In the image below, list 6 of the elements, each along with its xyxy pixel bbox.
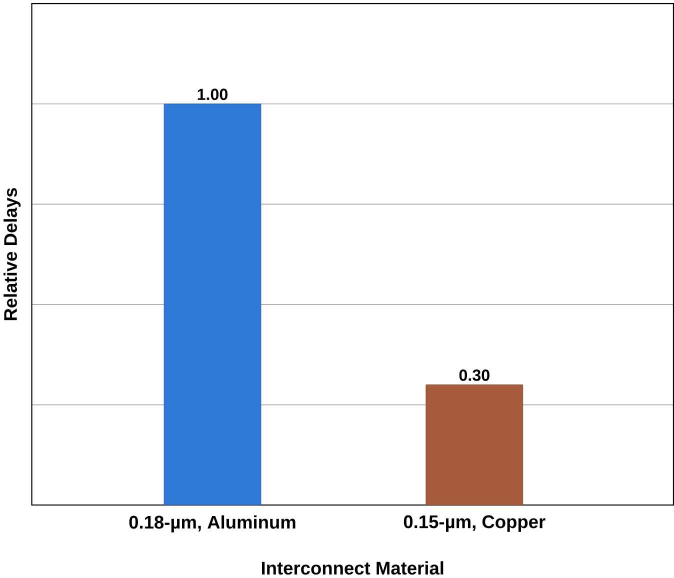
x-tick-label: 0.18-µm, Aluminum [129, 515, 296, 532]
data-label: 1.00 [198, 88, 228, 100]
data-label: 0.30 [459, 369, 490, 381]
y-axis-title: Relative Delays [4, 188, 21, 320]
x-tick-label: 0.15-µm, Copper [404, 515, 546, 532]
x-axis-title: Interconnect Material [262, 561, 444, 575]
